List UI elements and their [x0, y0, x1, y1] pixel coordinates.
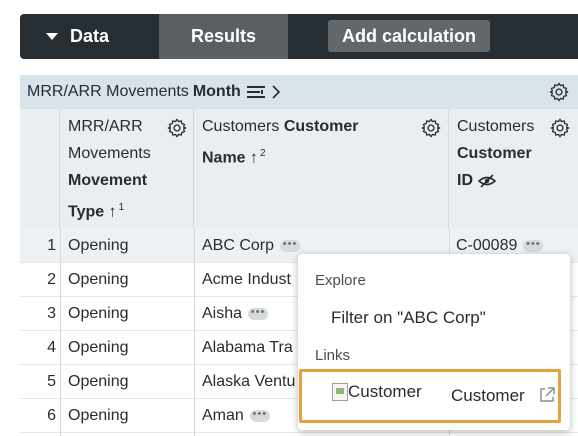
table-row: 6 Opening Aman •••	[20, 399, 578, 433]
pivot-header-field: Month	[192, 83, 241, 100]
menu-item-customer-label: Customer	[451, 386, 525, 405]
column-header-line: Customers	[457, 118, 535, 135]
cell-customer-id[interactable]: C-00089 •••	[456, 229, 544, 263]
menu-section-explore: Explore	[315, 272, 366, 289]
row-number: 5	[47, 373, 56, 390]
broken-image-alt: Customer	[348, 382, 422, 401]
column-header-line: MRR/ARR	[68, 118, 143, 135]
menu-section-links: Links	[315, 347, 351, 364]
more-actions-icon[interactable]: •••	[280, 239, 301, 252]
cell-movement-type[interactable]: Opening	[68, 271, 129, 288]
pivot-header: MRR/ARR Movements Month	[20, 75, 578, 109]
add-calculation-label: Add calculation	[341, 25, 476, 46]
row-number: 1	[47, 237, 56, 254]
column-header-line: ID	[457, 172, 473, 189]
cell-movement-type[interactable]: Opening	[68, 373, 129, 390]
cell-customer-name[interactable]: Alabama Tra	[202, 331, 293, 365]
column-divider	[60, 229, 61, 436]
tab-data[interactable]: Data	[20, 14, 159, 59]
tab-results-label: Results	[190, 26, 257, 46]
column-header-customer-name[interactable]: Customers Customer Name ↑ 2	[194, 109, 449, 229]
pivot-header-prefix: MRR/ARR Movements	[27, 83, 189, 100]
more-actions-icon[interactable]: •••	[523, 239, 544, 252]
external-link-icon	[540, 387, 555, 402]
cell-text: ABC Corp	[202, 237, 275, 254]
pivot-icon[interactable]	[246, 85, 265, 99]
hidden-eye-icon	[478, 173, 496, 188]
column-header-line: Name ↑	[202, 149, 259, 167]
column-divider	[194, 229, 195, 436]
cell-customer-name[interactable]: Alaska Ventu	[202, 365, 295, 399]
cell-customer-name[interactable]: ABC Corp •••	[202, 229, 301, 263]
broken-image: Customer	[332, 382, 422, 402]
column-header-line: Movements	[68, 145, 151, 162]
cell-movement-type[interactable]: Opening	[68, 305, 129, 322]
gear-icon[interactable]	[548, 81, 570, 103]
row-number-header	[20, 109, 60, 229]
gear-icon[interactable]	[549, 117, 571, 139]
cell-context-menu: Explore Filter on "ABC Corp" Links Custo…	[298, 254, 570, 430]
cell-movement-type[interactable]: Opening	[68, 237, 129, 254]
row-number: 6	[47, 407, 56, 424]
cell-movement-type[interactable]: Opening	[68, 407, 129, 424]
row-number: 3	[47, 305, 56, 322]
tab-data-label: Data	[70, 26, 110, 46]
gear-icon[interactable]	[166, 117, 188, 139]
column-header-line: Customers	[202, 118, 280, 135]
column-header-movement-type[interactable]: MRR/ARR Movements Movement Type ↑ 1	[60, 109, 194, 229]
gear-icon[interactable]	[420, 117, 442, 139]
column-header-line: Type ↑	[68, 203, 117, 221]
cell-text: Alabama Tra	[202, 339, 293, 356]
caret-down-icon	[46, 33, 58, 40]
cell-text: C-00089	[456, 237, 518, 254]
results-table: MRR/ARR Movements Month MRR/ARR Movement…	[20, 75, 578, 436]
cell-movement-type[interactable]: Opening	[68, 339, 129, 356]
sort-index: 2	[260, 148, 266, 159]
column-header-line: Customer	[457, 145, 532, 162]
toolbar: Data Results Add calculation	[20, 14, 578, 59]
broken-image-icon	[332, 383, 348, 401]
more-actions-icon[interactable]: •••	[249, 409, 270, 422]
menu-item-filter[interactable]: Filter on "ABC Corp"	[331, 308, 486, 327]
cell-customer-name[interactable]: Aman •••	[202, 399, 270, 433]
column-header-customer-id[interactable]: Customers Customer ID	[449, 109, 578, 229]
more-actions-icon[interactable]: •••	[248, 307, 269, 320]
tab-results[interactable]: Results	[159, 14, 288, 59]
row-number: 4	[47, 339, 56, 356]
cell-customer-name[interactable]: Aisha •••	[202, 297, 269, 331]
cell-text: Aman	[202, 407, 244, 424]
cell-text: Acme Indust	[202, 271, 291, 288]
column-header-line: Customer	[283, 118, 359, 135]
add-calculation-button[interactable]: Add calculation	[328, 20, 490, 52]
sort-index: 1	[118, 202, 125, 213]
row-number: 2	[47, 271, 56, 288]
cell-text: Alaska Ventu	[202, 373, 296, 390]
chevron-right-icon[interactable]	[271, 84, 281, 100]
menu-item-customer-link[interactable]: Customer Customer	[299, 369, 561, 423]
cell-customer-name[interactable]: Acme Indust	[202, 263, 291, 297]
column-header-line: Movement	[68, 172, 148, 189]
cell-text: Aisha	[202, 305, 243, 322]
